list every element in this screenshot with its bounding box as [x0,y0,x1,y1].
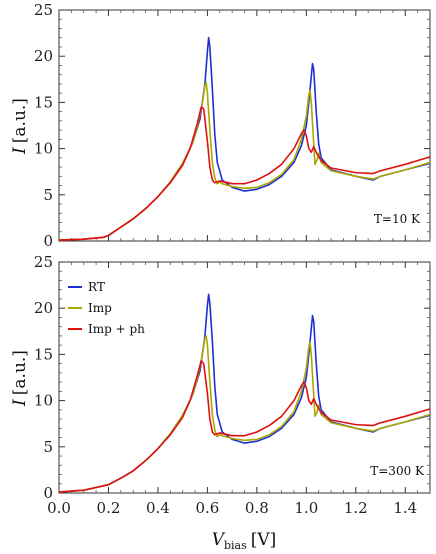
y-tick-label-bottom: 0 [43,484,53,502]
y-tick-label-top: 10 [34,140,53,158]
x-tick-label: 0.2 [97,499,121,517]
y-axis-title-bottom: I [a.u.] [10,350,30,407]
panel-bottom: 0 5 10 15 20 25 0.0 0.2 0.4 0.6 0.8 1.0 1.2 1.4 T=300… [10,253,431,517]
x-tick-label: 1.0 [294,499,318,517]
y-tick-label-bottom: 25 [34,253,53,271]
x-tick-label: 0.8 [245,499,269,517]
svg-text:I[a.u.]: I [a.u.] [10,98,30,155]
series-line-imp-ph-top [58,106,431,241]
annotation-bottom: T=300 K [370,464,425,478]
svg-text:I[a.u.]: I [a.u.] [10,350,30,407]
y-tick-label-bottom: 5 [43,438,53,456]
y-tick-label-bottom: 10 [34,392,53,410]
series-lines-top [58,36,431,241]
y-tick-label-top: 15 [34,93,53,111]
panel-top: 0 5 10 15 20 25 T=10 K I [a.u.] [10,1,431,250]
x-axis-title: Vbias [V] [212,530,277,552]
series-line-rt-top [58,36,431,241]
x-tick-label: 0.4 [146,499,170,517]
y-tick-label-top: 25 [34,1,53,19]
annotation-top: T=10 K [374,212,421,226]
y-tick-label-bottom: 20 [34,299,53,317]
legend: RT Imp Imp + ph [68,280,145,336]
y-tick-label-top: 0 [43,232,53,250]
y-axis-title-unit-top: [a.u.] [10,98,30,143]
y-axis-title-main-bottom: I [10,399,30,407]
plot-frame-top [58,9,431,242]
series-lines-bottom [58,293,431,493]
x-axis-title-unit: [V] [251,530,277,550]
ticks-top: 0 5 10 15 20 25 [34,1,431,250]
y-tick-label-top: 20 [34,47,53,65]
y-axis-title-main-top: I [10,147,30,155]
y-axis-title-unit-bottom: [a.u.] [10,350,30,395]
x-tick-label: 1.4 [393,499,417,517]
x-tick-label: 1.2 [344,499,368,517]
x-tick-label: 0.6 [195,499,219,517]
plot-frame-bottom [58,261,431,494]
legend-label-rt: RT [88,280,105,294]
x-tick-label: 0.0 [47,499,71,517]
y-axis-title-top: I [a.u.] [10,98,30,155]
y-tick-label-bottom: 15 [34,345,53,363]
x-axis-title-main: V [212,530,226,550]
series-line-imp-ph-bottom [58,360,431,493]
x-axis-title-sub: bias [224,539,247,552]
legend-label-imp: Imp [88,301,112,315]
ticks-bottom: 0 5 10 15 20 25 0.0 0.2 0.4 0.6 0.8 1.0 1.2 1.4 [34,253,431,517]
legend-label-imp-ph: Imp + ph [88,322,145,336]
y-tick-label-top: 5 [43,186,53,204]
